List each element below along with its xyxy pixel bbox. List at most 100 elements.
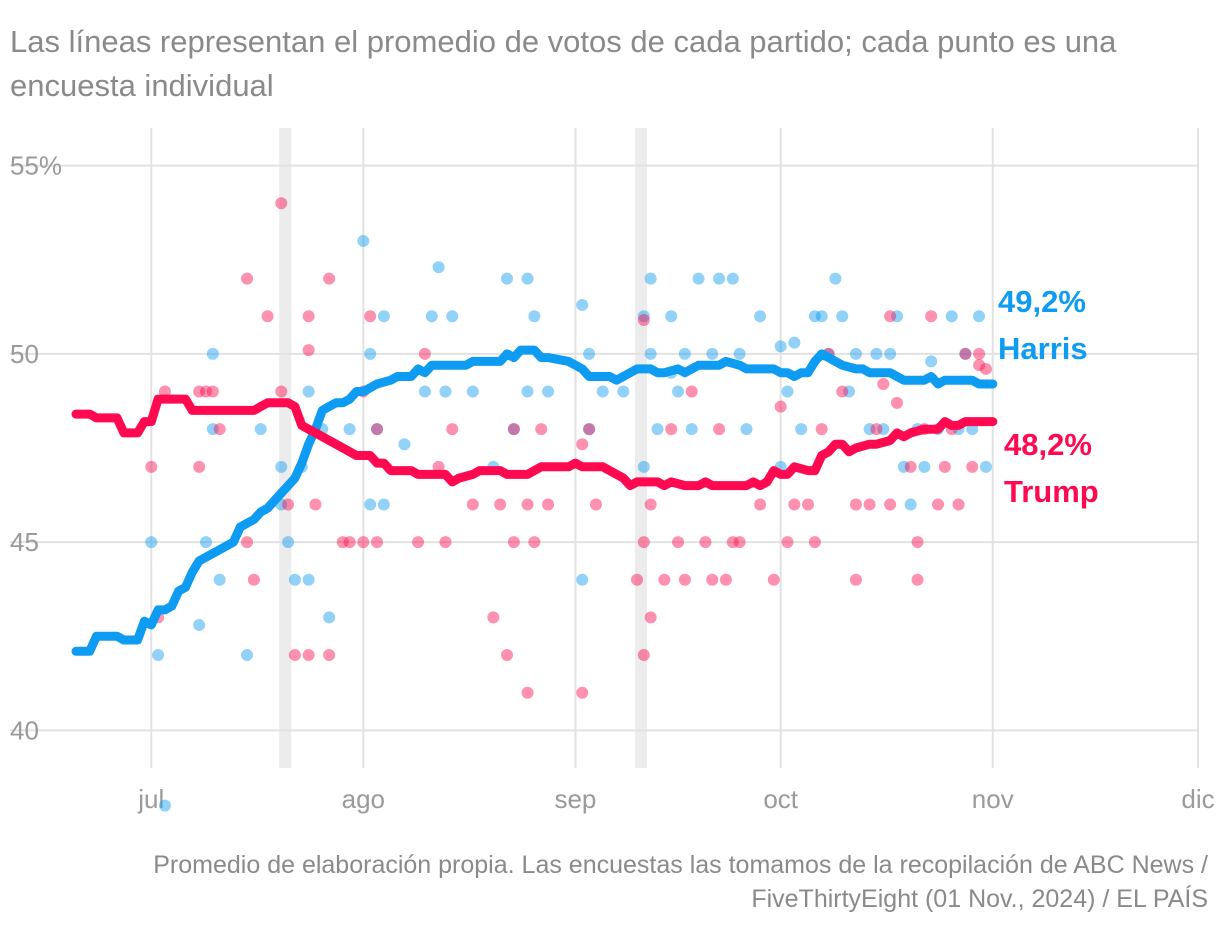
harris-poll-dot [877,423,890,436]
harris-poll-dot [918,460,931,473]
trump-poll-dot [719,573,732,586]
harris-poll-dot [973,310,986,323]
trump-poll-dot [836,385,849,398]
trump-poll-dot [849,573,862,586]
y-tick-label: 45 [10,527,39,557]
average-lines [71,345,998,656]
trump-end-value: 48,2% [1004,427,1092,462]
trump-poll-dot [583,423,596,436]
harris-poll-dot [637,310,650,323]
trump-poll-dot [911,573,924,586]
trump-poll-dot [877,378,890,390]
harris-poll-dot [788,336,801,349]
trump-poll-dot [904,460,917,473]
trump-poll-dot [733,536,746,549]
harris-poll-dot [466,385,479,398]
harris-poll-dot [583,423,596,436]
harris-poll-dot [678,347,691,360]
trump-poll-dot [911,536,924,549]
harris-end-value: 49,2% [998,284,1086,319]
harris-average-line [71,345,998,656]
harris-poll-dot [158,799,171,812]
trump-poll-dot [678,573,691,586]
trump-poll-dot [357,536,370,549]
harris-poll-dot [254,423,267,436]
x-tick-label: oct [763,784,798,814]
harris-poll-dot [726,272,739,285]
trump-poll-dot [788,498,801,511]
harris-poll-dot [692,272,705,285]
trump-poll-dot [275,385,288,398]
grid-lines [10,128,1199,768]
trump-poll-dot [364,310,377,323]
harris-poll-dot [576,573,589,586]
trump-poll-dot [309,498,322,511]
trump-poll-dot [432,460,445,473]
harris-poll-dot [288,573,301,586]
trump-poll-dot [637,649,650,662]
harris-poll-dot [685,423,698,436]
trump-poll-dot [658,573,671,586]
trump-poll-dot [685,385,698,398]
trump-poll-dot [644,498,657,511]
trump-poll-dot [726,536,739,549]
trump-poll-dot [542,498,555,511]
trump-poll-dot [521,498,534,511]
harris-poll-dot [241,649,254,662]
harris-poll-dot [897,460,910,473]
harris-poll-dot [706,347,719,360]
trump-poll-dot [754,498,767,511]
harris-poll-dot [815,310,828,323]
harris-end-name: Harris [998,331,1088,366]
x-tick-label: jul [137,784,164,814]
trump-poll-dot [890,396,903,409]
harris-poll-dot [904,498,917,511]
harris-poll-dot [542,385,555,398]
harris-poll-dot [795,423,808,436]
highlight-band-0 [279,128,292,768]
harris-poll-dot [377,310,390,323]
trump-poll-dot [439,536,452,549]
trump-poll-dot [521,686,534,699]
trump-poll-dot [501,649,514,662]
trump-poll-dot [576,686,589,699]
trump-poll-dot [412,536,425,549]
trump-poll-dot [261,310,274,323]
harris-poll-dot [733,347,746,360]
trump-poll-dot [323,272,336,285]
poll-dots [145,197,992,812]
harris-poll-dot [145,536,158,549]
trump-poll-dot [665,423,678,436]
harris-poll-dot [377,498,390,511]
trump-poll-dot [884,310,897,323]
trump-poll-dot [631,573,643,586]
trump-poll-dot [706,573,719,586]
harris-poll-dot [425,310,438,323]
trump-poll-dot [979,362,992,375]
harris-poll-dot [521,272,534,285]
harris-poll-dot [398,438,411,451]
harris-poll-dot [323,611,336,624]
harris-poll-dot [966,423,979,436]
harris-poll-dot [193,618,206,631]
harris-poll-dot [446,310,459,323]
harris-poll-dot [774,340,787,353]
harris-poll-dot [754,310,767,323]
trump-poll-dot [589,498,602,511]
trump-poll-dot [302,649,315,662]
trump-poll-dot [302,310,315,323]
trump-end-name: Trump [1004,474,1099,509]
harris-poll-dot [371,423,384,436]
harris-poll-dot [596,385,609,398]
end-labels: 49,2% Harris 48,2% Trump [998,284,1099,509]
highlight-bands [279,128,647,768]
trump-poll-dot [713,423,726,436]
trump-poll-dot [418,347,431,360]
trump-poll-dot [925,310,938,323]
harris-poll-dot [364,347,377,360]
harris-poll-dot [959,347,972,360]
trump-poll-dot [672,536,685,549]
trump-poll-dot [973,359,986,372]
harris-poll-dot [357,234,370,247]
harris-poll-dot [206,347,219,360]
